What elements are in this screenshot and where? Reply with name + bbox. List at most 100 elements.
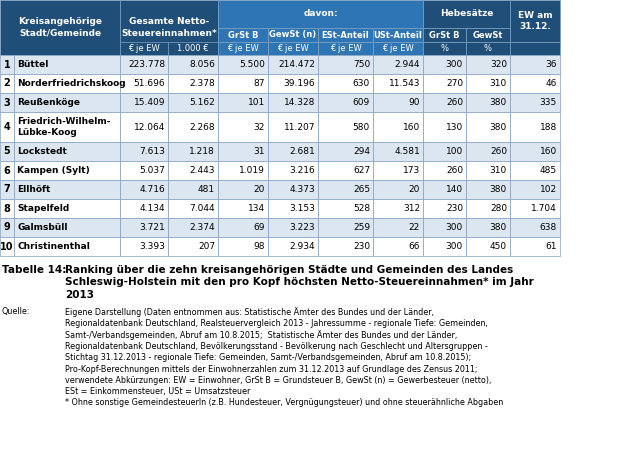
Bar xyxy=(168,199,218,218)
Bar xyxy=(466,218,510,237)
Text: 450: 450 xyxy=(490,242,507,251)
Bar xyxy=(0,0,120,55)
Bar xyxy=(168,180,218,199)
Text: 31: 31 xyxy=(253,147,265,156)
Text: 300: 300 xyxy=(446,60,463,69)
Text: Tabelle 14:: Tabelle 14: xyxy=(2,265,66,275)
Bar xyxy=(510,218,560,237)
Bar xyxy=(168,74,218,93)
Bar xyxy=(168,55,218,74)
Bar xyxy=(373,55,423,74)
Bar xyxy=(168,218,218,237)
Bar xyxy=(268,28,318,42)
Bar xyxy=(218,199,268,218)
Text: 335: 335 xyxy=(540,98,557,107)
Text: davon:: davon: xyxy=(303,10,338,19)
Bar xyxy=(318,218,373,237)
Bar xyxy=(466,93,510,112)
Text: Norderfriedrichskoog: Norderfriedrichskoog xyxy=(17,79,125,88)
Text: 90: 90 xyxy=(408,98,420,107)
Text: Kreisangehörige
Stadt/Gemeinde: Kreisangehörige Stadt/Gemeinde xyxy=(18,17,102,38)
Bar xyxy=(268,161,318,180)
Bar xyxy=(510,42,560,55)
Text: 14.328: 14.328 xyxy=(284,98,315,107)
Text: € je EW: € je EW xyxy=(227,44,259,53)
Text: Lockstedt: Lockstedt xyxy=(17,147,67,156)
Bar xyxy=(268,93,318,112)
Bar xyxy=(120,218,168,237)
Text: Eigene Darstellung (Daten entnommen aus: Statistische Ämter des Bundes und der L: Eigene Darstellung (Daten entnommen aus:… xyxy=(65,307,503,407)
Text: 5.162: 5.162 xyxy=(189,98,215,107)
Text: EW am
31.12.: EW am 31.12. xyxy=(518,11,552,31)
Bar xyxy=(510,199,560,218)
Bar xyxy=(373,112,423,142)
Text: 294: 294 xyxy=(353,147,370,156)
Bar xyxy=(423,55,466,74)
Bar xyxy=(218,237,268,256)
Bar xyxy=(120,161,168,180)
Text: Gesamte Netto-
Steuereinnahmen*: Gesamte Netto- Steuereinnahmen* xyxy=(121,17,217,38)
Bar xyxy=(466,28,510,42)
Bar xyxy=(423,237,466,256)
Text: 66: 66 xyxy=(408,242,420,251)
Bar xyxy=(373,199,423,218)
Text: 1.000 €: 1.000 € xyxy=(177,44,209,53)
Bar xyxy=(510,93,560,112)
Text: Stapelfeld: Stapelfeld xyxy=(17,204,69,213)
Text: 39.196: 39.196 xyxy=(284,79,315,88)
Text: USt-Anteil: USt-Anteil xyxy=(373,30,423,40)
Text: 1: 1 xyxy=(4,60,11,70)
Text: 5.500: 5.500 xyxy=(239,60,265,69)
Bar xyxy=(510,74,560,93)
Bar xyxy=(373,161,423,180)
Text: 100: 100 xyxy=(446,147,463,156)
Bar xyxy=(373,42,423,55)
Text: 380: 380 xyxy=(489,98,507,107)
Bar xyxy=(318,112,373,142)
Bar xyxy=(120,42,168,55)
Bar xyxy=(168,237,218,256)
Text: 15.409: 15.409 xyxy=(133,98,165,107)
Bar xyxy=(218,142,268,161)
Bar xyxy=(120,55,168,74)
Bar xyxy=(218,218,268,237)
Text: 10: 10 xyxy=(0,242,14,252)
Bar xyxy=(318,142,373,161)
Text: 3.223: 3.223 xyxy=(289,223,315,232)
Bar xyxy=(268,142,318,161)
Bar xyxy=(318,180,373,199)
Text: 20: 20 xyxy=(253,185,265,194)
Bar xyxy=(268,55,318,74)
Text: 380: 380 xyxy=(489,185,507,194)
Bar xyxy=(268,199,318,218)
Bar xyxy=(268,237,318,256)
Text: 46: 46 xyxy=(546,79,557,88)
Bar xyxy=(14,161,120,180)
Text: 7.613: 7.613 xyxy=(139,147,165,156)
Bar xyxy=(268,42,318,55)
Text: 160: 160 xyxy=(403,122,420,131)
Text: 173: 173 xyxy=(403,166,420,175)
Text: 260: 260 xyxy=(490,147,507,156)
Text: € je EW: € je EW xyxy=(128,44,160,53)
Bar xyxy=(0,237,14,256)
Text: 87: 87 xyxy=(253,79,265,88)
Text: 32: 32 xyxy=(253,122,265,131)
Text: 2.944: 2.944 xyxy=(394,60,420,69)
Bar xyxy=(318,55,373,74)
Text: 9: 9 xyxy=(4,222,11,233)
Bar xyxy=(268,74,318,93)
Bar xyxy=(120,142,168,161)
Bar xyxy=(14,74,120,93)
Text: € je EW: € je EW xyxy=(277,44,309,53)
Text: 481: 481 xyxy=(198,185,215,194)
Text: 1.019: 1.019 xyxy=(239,166,265,175)
Text: Reußenköge: Reußenköge xyxy=(17,98,80,107)
Bar xyxy=(466,199,510,218)
Text: 134: 134 xyxy=(248,204,265,213)
Text: 7.044: 7.044 xyxy=(189,204,215,213)
Text: 8.056: 8.056 xyxy=(189,60,215,69)
Text: 750: 750 xyxy=(353,60,370,69)
Bar xyxy=(510,112,560,142)
Bar xyxy=(268,180,318,199)
